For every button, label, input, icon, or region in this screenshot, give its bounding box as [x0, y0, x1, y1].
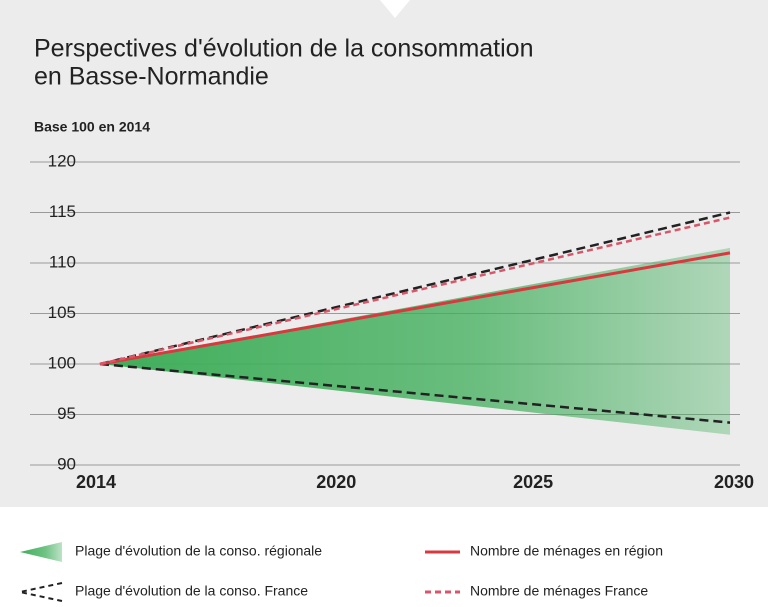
- x-tick-label: 2020: [316, 472, 356, 492]
- chart-title: Perspectives d'évolution de la consommat…: [34, 35, 534, 63]
- y-tick-label: 110: [49, 252, 76, 271]
- legend-label: Nombre de ménages France: [470, 583, 648, 599]
- y-tick-label: 95: [57, 404, 76, 423]
- chart-title: en Basse-Normandie: [34, 63, 269, 91]
- y-tick-label: 90: [57, 454, 76, 473]
- legend-label: Plage d'évolution de la conso. régionale: [75, 543, 322, 559]
- y-tick-label: 115: [49, 202, 76, 221]
- y-tick-label: 105: [48, 303, 76, 322]
- x-tick-label: 2030: [714, 472, 754, 492]
- y-tick-label: 100: [48, 353, 76, 372]
- legend-swatch: [19, 582, 63, 602]
- x-tick-label: 2025: [513, 472, 553, 492]
- subtitle: Base 100 en 2014: [34, 119, 150, 135]
- range-area: [100, 247, 730, 435]
- line: [99, 216, 731, 366]
- x-tick-label: 2014: [76, 472, 116, 492]
- line: [99, 251, 731, 366]
- range-line: [99, 211, 731, 366]
- legend-label: Plage d'évolution de la conso. France: [75, 583, 308, 599]
- y-tick-label: 120: [48, 151, 76, 170]
- legend-swatch: [20, 542, 62, 562]
- legend-label: Nombre de ménages en région: [470, 543, 663, 559]
- range-line: [99, 362, 731, 424]
